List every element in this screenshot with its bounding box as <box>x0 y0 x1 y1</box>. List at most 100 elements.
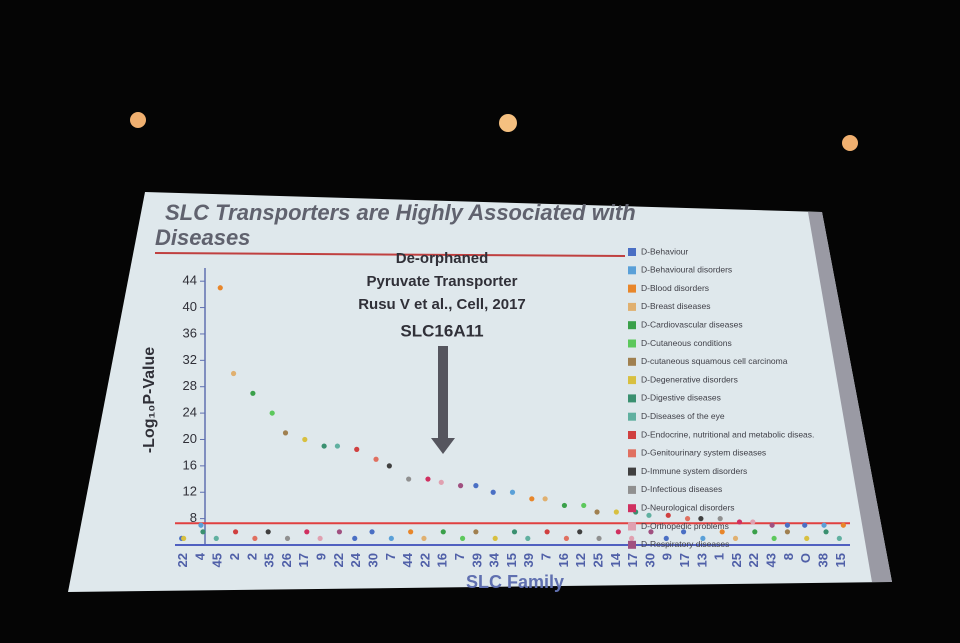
legend-swatch <box>628 266 636 275</box>
x-tick-label: 14 <box>608 552 623 567</box>
x-tick-label: 13 <box>694 553 709 567</box>
annotation: Rusu V et al., Cell, 2017 <box>358 296 526 313</box>
dot <box>198 522 204 528</box>
y-tick-label: 32 <box>183 352 197 367</box>
x-tick-label: 22 <box>746 553 761 567</box>
dot <box>369 529 375 535</box>
legend-label: D-Behavioural disorders <box>641 265 732 275</box>
dot <box>408 529 414 535</box>
x-tick-label: 15 <box>504 553 519 567</box>
dot <box>509 489 516 495</box>
dot <box>717 516 723 522</box>
dot <box>352 535 358 542</box>
x-tick-label: 35 <box>262 553 277 567</box>
dot <box>269 410 275 416</box>
dot <box>823 529 829 535</box>
dot <box>525 535 531 542</box>
x-tick-label: 24 <box>348 552 363 567</box>
legend-label: D-Respiratory diseases <box>641 539 729 549</box>
y-axis-label: -Log₁₀P-Value <box>141 347 158 453</box>
stage-light <box>499 114 517 132</box>
y-tick-label: 8 <box>190 510 197 525</box>
dot <box>581 502 587 509</box>
legend-label: D-Breast diseases <box>641 301 710 311</box>
x-tick-label: 39 <box>469 553 484 567</box>
dot <box>840 522 846 528</box>
x-tick-label: 30 <box>365 553 380 567</box>
y-tick-label: 24 <box>183 405 197 420</box>
dot <box>771 535 777 542</box>
dot <box>457 483 464 489</box>
dot <box>665 512 671 518</box>
legend-swatch <box>628 540 636 549</box>
x-tick-label: 39 <box>521 553 536 567</box>
x-tick-label: O <box>798 553 813 563</box>
x-tick-label: 2 <box>244 553 259 560</box>
legend-label: D-cutaneous squamous cell carcinoma <box>641 356 788 366</box>
dot <box>473 483 479 489</box>
dot <box>440 529 446 535</box>
dot <box>732 535 739 542</box>
slide-title: Diseases <box>155 225 250 250</box>
dot <box>284 535 291 542</box>
slide <box>68 192 892 592</box>
dot <box>836 535 842 542</box>
x-tick-label: 12 <box>573 553 588 567</box>
x-tick-label: 30 <box>642 553 657 567</box>
dot <box>577 529 583 535</box>
dot <box>804 535 810 542</box>
dot <box>217 285 223 291</box>
x-tick-label: 7 <box>452 553 467 560</box>
legend-swatch <box>628 431 636 439</box>
arrow-head <box>431 438 455 454</box>
x-tick-label: 8 <box>781 553 796 560</box>
dot <box>304 529 310 535</box>
legend-swatch <box>628 467 636 476</box>
x-tick-label: 22 <box>417 553 432 567</box>
dot <box>563 535 570 542</box>
dot <box>542 496 548 502</box>
x-tick-label: 26 <box>279 553 294 567</box>
legend-swatch <box>628 504 636 513</box>
dot <box>232 529 239 535</box>
legend-label: D-Cardiovascular diseases <box>641 319 743 329</box>
legend-label: D-Neurological disorders <box>641 502 735 512</box>
legend-swatch <box>628 302 636 311</box>
x-tick-label: 38 <box>815 553 830 567</box>
dot <box>302 436 308 443</box>
dot <box>388 535 394 542</box>
x-tick-label: 17 <box>625 553 640 567</box>
legend-label: D-Blood disorders <box>641 283 709 293</box>
dot <box>334 443 341 449</box>
slide-title: SLC Transporters are Highly Associated w… <box>165 200 636 225</box>
legend-swatch <box>628 248 636 256</box>
x-tick-label: 22 <box>331 553 346 567</box>
dot <box>663 535 669 542</box>
y-tick-label: 28 <box>183 378 197 393</box>
y-tick-label: 40 <box>183 299 197 314</box>
dot <box>700 535 706 542</box>
dot <box>680 529 687 535</box>
x-tick-label: 34 <box>487 552 502 567</box>
y-tick-label: 44 <box>183 273 197 288</box>
y-tick-label: 16 <box>183 457 197 472</box>
x-tick-label: 43 <box>764 553 779 567</box>
dot <box>752 529 758 535</box>
dot <box>250 390 256 396</box>
x-tick-label: 7 <box>383 553 398 560</box>
dot <box>648 529 654 535</box>
legend-label: D-Cutaneous conditions <box>641 338 732 348</box>
legend-swatch <box>628 412 636 421</box>
dot <box>594 509 600 515</box>
annotation: SLC16A11 <box>400 321 483 340</box>
stage-light <box>130 112 146 128</box>
x-tick-label: 44 <box>400 552 415 567</box>
legend-swatch <box>628 394 636 403</box>
legend-swatch <box>628 284 636 293</box>
dot <box>354 446 360 452</box>
dot <box>784 529 791 535</box>
legend-label: D-Endocrine, nutritional and metabolic d… <box>641 429 814 439</box>
legend-label: D-Behaviour <box>641 246 688 256</box>
dot <box>492 535 498 542</box>
